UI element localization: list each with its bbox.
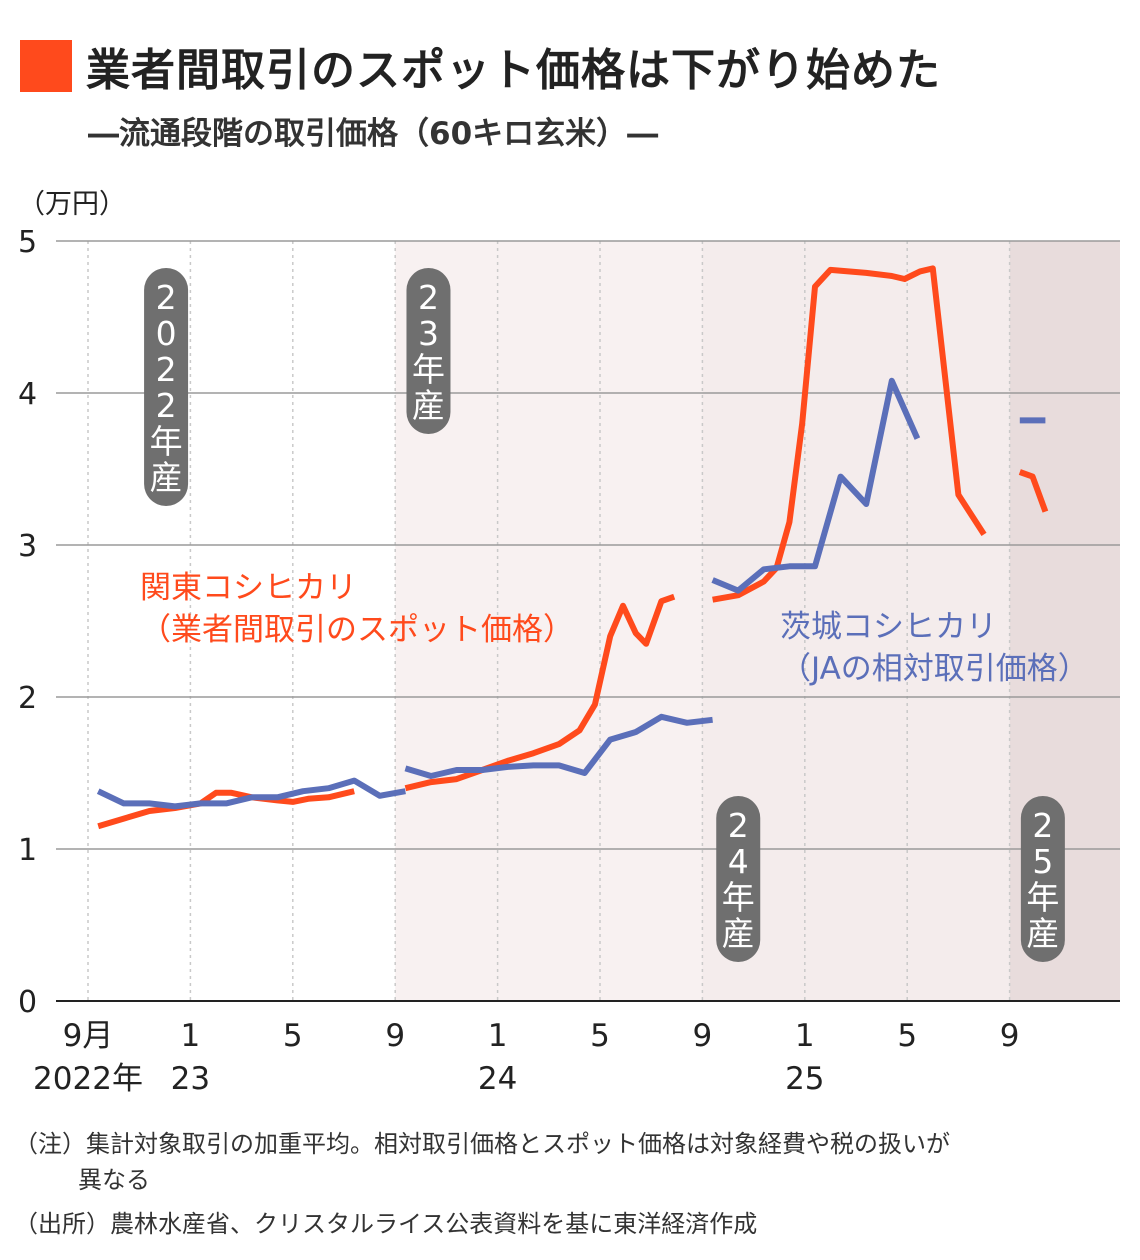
crop-year-pill-label: 2 3 年産 — [412, 278, 445, 425]
crop-year-pill — [406, 268, 451, 434]
x-tick-label: 5 — [897, 1018, 917, 1054]
y-tick-label: 4 — [18, 377, 37, 412]
x-tick-label: 5 — [590, 1018, 610, 1054]
x-tick-label: 9 — [385, 1018, 405, 1054]
series-line — [404, 713, 713, 779]
y-tick-label: 0 — [18, 985, 37, 1020]
series-line — [712, 265, 987, 603]
x-tick-label: 5 — [283, 1018, 303, 1054]
y-tick-label: 5 — [18, 225, 37, 260]
series-line — [1018, 469, 1049, 513]
line-chart: 2 0 2 2 年産 2 3 年産 2 4 年産 2 5 年産 関東コシヒカリ（業者間取引のスポット価格）… — [18, 225, 1120, 1097]
crop-year-bands — [395, 241, 1120, 1001]
x-year-label: 2022年 — [33, 1061, 143, 1097]
series-line — [711, 377, 921, 594]
x-tick-label: 1 — [488, 1018, 508, 1054]
chart-subtitle: ―流通段階の取引価格（60キロ玄米）― — [88, 116, 659, 152]
crop-year-pill-label: 2 0 2 2 年産 — [150, 278, 183, 497]
x-tick-label: 9 — [1000, 1018, 1020, 1054]
series-line — [96, 777, 406, 810]
x-tick-label: 9 — [693, 1018, 713, 1054]
x-tick-label: 1 — [795, 1018, 815, 1054]
crop-year-pill — [1020, 796, 1065, 962]
title-row: 業者間取引のスポット価格は下がり始めた — [20, 40, 941, 96]
y-tick-label: 3 — [18, 529, 37, 564]
crop-year-pill-label: 2 4 年産 — [722, 806, 755, 953]
x-year-label: 24 — [478, 1061, 517, 1097]
x-year-label: 23 — [171, 1061, 210, 1097]
series-label: 関東コシヒカリ（業者間取引のスポット価格） — [140, 570, 574, 648]
x-tick-label: 9月 — [63, 1018, 114, 1054]
y-axis-unit: （万円） — [18, 189, 126, 220]
x-tick-label: 1 — [181, 1018, 201, 1054]
y-tick-label: 1 — [18, 833, 37, 868]
title-marker — [20, 40, 72, 92]
y-tick-label: 2 — [18, 681, 37, 716]
series-line — [404, 593, 676, 792]
crop-year-pill-label: 2 5 年産 — [1026, 806, 1059, 953]
crop-year-pill — [144, 268, 189, 506]
crop-year-pill — [716, 796, 761, 962]
grid-lines — [56, 240, 1120, 1002]
note-line-2: 異なる — [78, 1166, 150, 1194]
series-label: 茨城コシヒカリ（JAの相対取引価格） — [780, 609, 1089, 687]
crop-year-pills: 2 0 2 2 年産 2 3 年産 2 4 年産 2 5 年産 — [144, 268, 1065, 962]
series-labels: 関東コシヒカリ（業者間取引のスポット価格） 茨城コシヒカリ（JAの相対取引価格） — [140, 570, 1089, 687]
series-lines — [96, 265, 1049, 830]
note-line-1: （注）集計対象取引の加重平均。相対取引価格とスポット価格は対象経費や税の扱いが — [14, 1130, 950, 1158]
source-line: （出所）農林水産省、クリスタルライス公表資料を基に東洋経済作成 — [14, 1210, 758, 1238]
chart-title: 業者間取引のスポット価格は下がり始めた — [86, 45, 941, 96]
series-line — [97, 788, 355, 830]
x-year-label: 25 — [785, 1061, 824, 1097]
